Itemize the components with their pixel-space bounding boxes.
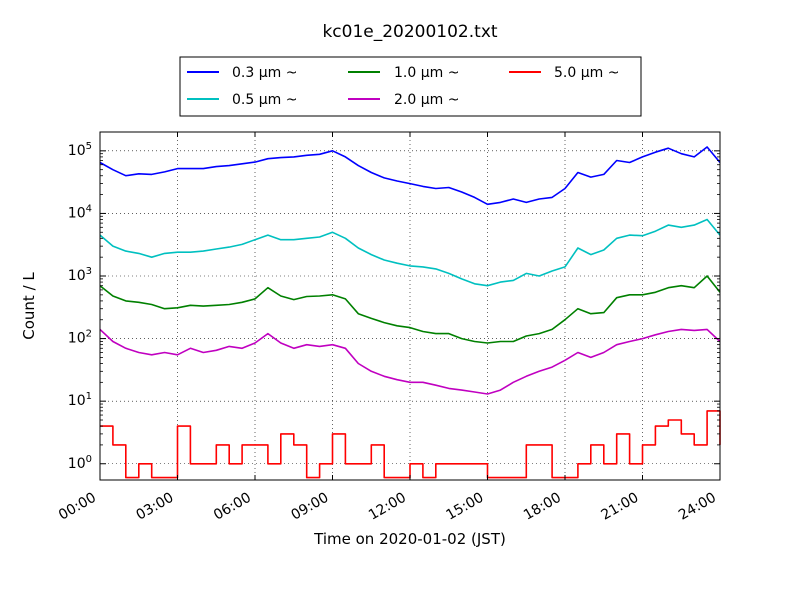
legend-label-0.5um: 0.5 µm ~ bbox=[232, 92, 297, 108]
chart: kc01e_20200102.txt 00:00 03:00 06:00 09:00 1… bbox=[0, 0, 800, 600]
legend-label-0.3um: 0.3 µm ~ bbox=[232, 65, 297, 81]
legend-label-1.0um: 1.0 µm ~ bbox=[394, 65, 459, 81]
legend-label-5.0um: 5.0 µm ~ bbox=[554, 65, 619, 81]
x-axis-label: Time on 2020-01-02 (JST) bbox=[313, 530, 506, 548]
chart-title: kc01e_20200102.txt bbox=[322, 22, 497, 42]
legend-label-2.0um: 2.0 µm ~ bbox=[394, 92, 459, 108]
legend: 0.3 µm ~ 0.5 µm ~ 1.0 µm ~ 2.0 µm ~ 5.0 … bbox=[180, 57, 641, 116]
y-axis-label: Count / L bbox=[20, 272, 38, 340]
